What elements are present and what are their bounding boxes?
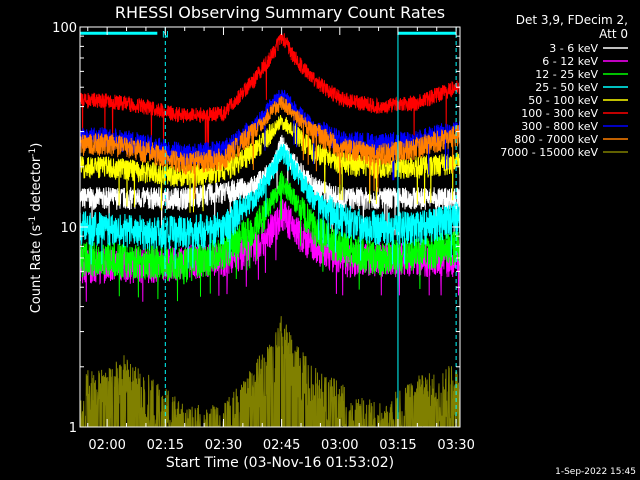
x-axis-label: Start Time (03-Nov-16 01:53:02) xyxy=(166,455,394,471)
legend-header-line-1: Det 3,9, FDecim 2, xyxy=(516,13,628,27)
legend-label-5: 50 - 100 keV xyxy=(528,94,598,107)
legend-label-4: 25 - 50 keV xyxy=(535,81,598,94)
axes: 1 10 100 02:00 02:15 02:30 02:45 03:00 03:15 03:3… xyxy=(52,21,475,453)
x-tick-label-7: 03:30 xyxy=(437,438,474,453)
y-tick-label-1: 1 xyxy=(69,421,77,436)
x-tick-label-6: 03:15 xyxy=(379,438,416,453)
series-line-5 xyxy=(80,114,460,213)
legend-label-7: 300 - 800 keV xyxy=(521,120,598,133)
plot-area: N xyxy=(79,27,460,427)
series-line-4 xyxy=(80,143,460,269)
x-tick-label-3: 02:30 xyxy=(205,438,242,453)
legend-label-6: 100 - 300 keV xyxy=(521,107,598,120)
interval-bar-label: N xyxy=(162,30,169,40)
legend-label-3: 12 - 25 keV xyxy=(535,68,598,81)
legend-label-1: 3 - 6 keV xyxy=(549,42,598,55)
x-tick-label-4: 02:45 xyxy=(263,438,300,453)
x-tick-label-2: 02:15 xyxy=(147,438,184,453)
x-tick-label-5: 03:00 xyxy=(321,438,358,453)
legend-header-line-2: Att 0 xyxy=(599,27,628,41)
series-line-9 xyxy=(80,316,460,427)
series-line-6 xyxy=(80,32,460,152)
series-line-1 xyxy=(80,134,460,236)
legend-label-9: 7000 - 15000 keV xyxy=(500,146,598,159)
legend-label-8: 800 - 7000 keV xyxy=(514,133,598,146)
y-axis-label: Count Rate (s-1 detector-1) xyxy=(28,143,44,314)
chart-title: RHESSI Observing Summary Count Rates xyxy=(115,3,445,22)
series-line-3 xyxy=(80,170,460,302)
footer-date: 1-Sep-2022 15:45 xyxy=(555,467,636,477)
y-tick-label-2: 10 xyxy=(60,221,77,236)
series-line-8 xyxy=(80,95,460,199)
x-tick-label-1: 02:00 xyxy=(88,438,125,453)
y-tick-label-3: 100 xyxy=(52,21,77,36)
legend-label-2: 6 - 12 keV xyxy=(542,55,598,68)
